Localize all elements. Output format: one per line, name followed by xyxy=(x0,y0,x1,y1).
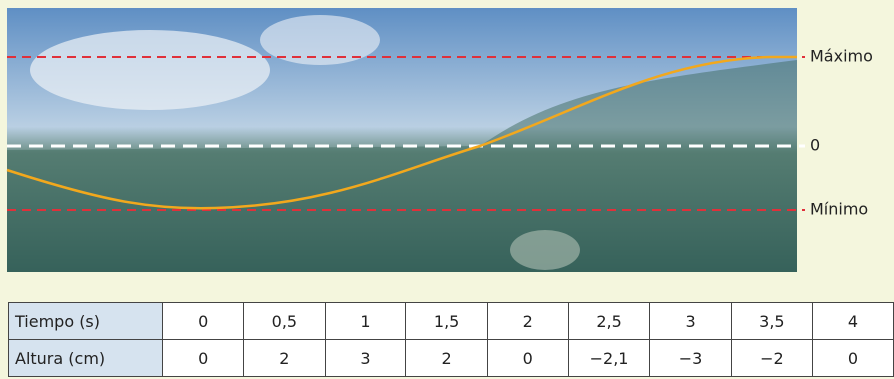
min-label: Mínimo xyxy=(810,200,868,219)
table-cell: 3 xyxy=(649,302,732,340)
table-cell: 2 xyxy=(405,339,488,377)
table-cell: 1 xyxy=(324,302,407,340)
table-cell: −2,1 xyxy=(567,339,651,377)
wave-curve xyxy=(6,55,797,210)
table-cell: 2 xyxy=(486,302,569,340)
max-label: Máximo xyxy=(810,47,873,66)
table-cell: 0 xyxy=(486,339,569,377)
row-header: Tiempo (s) xyxy=(7,302,164,340)
table-cell: 0 xyxy=(812,339,894,377)
cloud xyxy=(30,30,270,110)
rock xyxy=(510,230,580,270)
table-cell: 4 xyxy=(812,302,894,340)
zero-label: 0 xyxy=(810,136,820,155)
cloud xyxy=(260,15,380,65)
row-header: Altura (cm) xyxy=(7,339,164,377)
table-row: Altura (cm) 0 2 3 2 0 −2,1 −3 −2 0 xyxy=(7,339,894,377)
table-cell: −3 xyxy=(649,339,732,377)
table-cell: 2,5 xyxy=(567,302,651,340)
table-cell: 3 xyxy=(324,339,407,377)
water xyxy=(7,60,797,272)
table-cell: 0,5 xyxy=(243,302,326,340)
table-cell: 0 xyxy=(162,302,245,340)
table-cell: −2 xyxy=(730,339,814,377)
wave-figure: Máximo 0 Mínimo xyxy=(6,8,873,272)
table-cell: 1,5 xyxy=(405,302,488,340)
table-cell: 3,5 xyxy=(730,302,814,340)
table-row: Tiempo (s) 0 0,5 1 1,5 2 2,5 3 3,5 4 xyxy=(7,302,894,340)
table-cell: 2 xyxy=(243,339,326,377)
data-table: Tiempo (s) 0 0,5 1 1,5 2 2,5 3 3,5 4 Altura (cm) 0 2… xyxy=(7,302,894,377)
table-cell: 0 xyxy=(162,339,245,377)
